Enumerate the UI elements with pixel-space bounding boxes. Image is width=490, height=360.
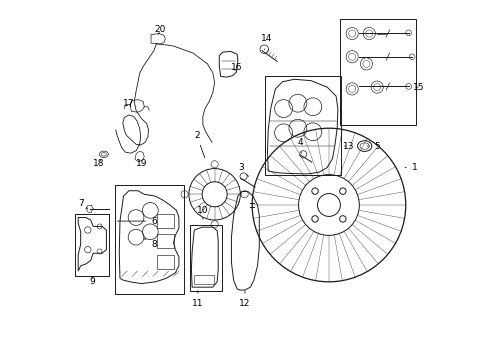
Bar — [115, 185, 184, 294]
Text: 14: 14 — [261, 35, 272, 50]
Text: 17: 17 — [123, 99, 135, 108]
Text: 11: 11 — [192, 291, 204, 308]
Bar — [157, 214, 173, 228]
Text: 2: 2 — [194, 131, 205, 158]
Bar — [75, 214, 109, 276]
Text: 18: 18 — [93, 159, 104, 168]
Text: 15: 15 — [413, 83, 424, 92]
Bar — [265, 76, 342, 175]
Text: 16: 16 — [231, 63, 243, 72]
Text: 3: 3 — [239, 163, 248, 176]
Text: 12: 12 — [239, 291, 251, 308]
Bar — [157, 234, 173, 248]
Text: 7: 7 — [78, 199, 88, 208]
Text: 13: 13 — [343, 141, 354, 150]
Text: 1: 1 — [405, 163, 417, 172]
Text: 8: 8 — [144, 239, 157, 249]
Bar — [340, 19, 416, 125]
Text: 6: 6 — [118, 217, 157, 226]
Text: 19: 19 — [136, 159, 147, 168]
Text: 20: 20 — [155, 26, 166, 35]
Text: 4: 4 — [297, 138, 303, 153]
Bar — [157, 255, 173, 269]
Text: 10: 10 — [197, 206, 209, 219]
Bar — [190, 225, 222, 291]
Bar — [194, 275, 214, 284]
Text: 5: 5 — [367, 141, 380, 150]
Text: 9: 9 — [89, 276, 95, 286]
